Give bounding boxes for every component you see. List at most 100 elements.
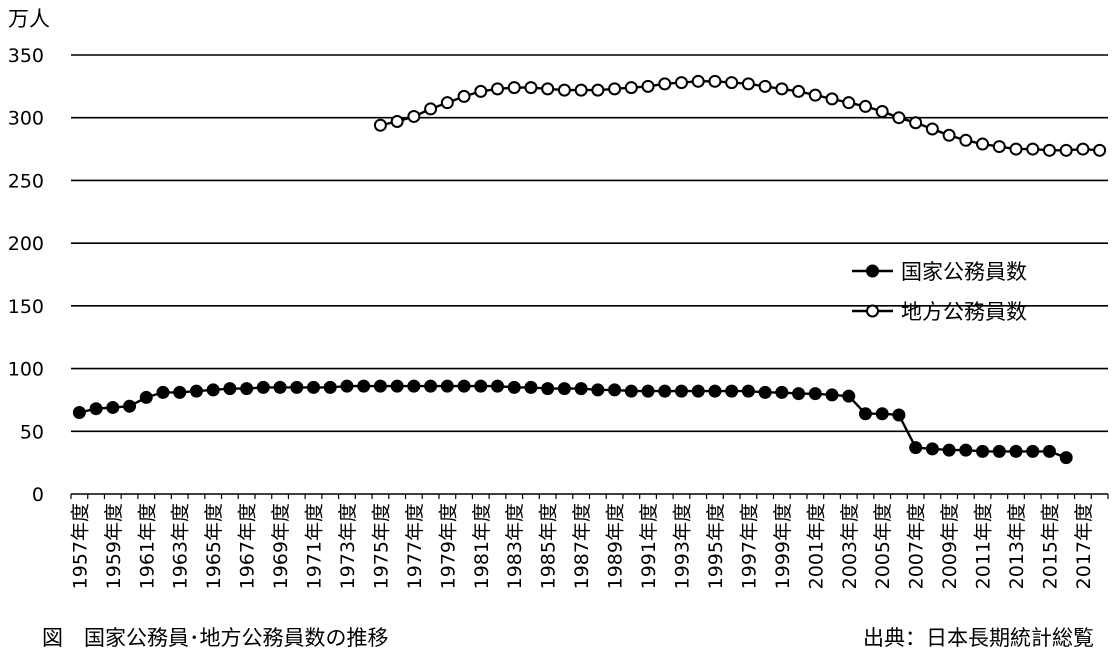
data-point bbox=[608, 383, 622, 397]
x-tick-label: 2001年度 bbox=[805, 503, 827, 589]
y-tick-label: 100 bbox=[8, 359, 44, 381]
x-tick-label: 1977年度 bbox=[404, 503, 426, 589]
data-point bbox=[741, 77, 755, 91]
legend-item: 地方公務員数 bbox=[852, 300, 1027, 324]
data-point bbox=[340, 379, 354, 393]
x-tick-label: 1973年度 bbox=[337, 503, 359, 589]
source-note: 出典：日本長期統計総覧 bbox=[863, 626, 1094, 650]
data-point bbox=[123, 399, 137, 413]
series bbox=[72, 74, 1107, 465]
data-point bbox=[491, 82, 505, 96]
data-point bbox=[942, 128, 956, 142]
y-axis-title: 万人 bbox=[8, 7, 50, 31]
x-tick-label: 1987年度 bbox=[571, 503, 593, 589]
x-tick-label: 1995年度 bbox=[705, 503, 727, 589]
data-point bbox=[440, 379, 454, 393]
data-point bbox=[240, 382, 254, 396]
data-point bbox=[1026, 142, 1040, 156]
x-tick-labels: 1957年度 1959年度 1961年度 1963年度 1965年度 1967年度 1969… bbox=[69, 503, 1095, 589]
data-point bbox=[858, 99, 872, 113]
legend-marker bbox=[866, 304, 879, 318]
data-point bbox=[89, 402, 103, 416]
data-point bbox=[273, 380, 287, 394]
legend-item: 国家公務員数 bbox=[852, 260, 1027, 284]
x-tick-label: 2011年度 bbox=[973, 503, 995, 589]
data-point bbox=[424, 379, 438, 393]
x-tick-label: 1993年度 bbox=[671, 503, 693, 589]
data-point bbox=[323, 380, 337, 394]
data-point bbox=[909, 116, 923, 130]
data-point bbox=[440, 96, 454, 110]
data-point bbox=[792, 387, 806, 401]
x-tick-label: 1971年度 bbox=[304, 503, 326, 589]
data-point bbox=[407, 109, 421, 123]
data-point bbox=[775, 82, 789, 96]
data-point bbox=[775, 385, 789, 399]
data-point bbox=[976, 137, 990, 151]
data-point bbox=[959, 443, 973, 457]
series-line bbox=[380, 80, 1100, 152]
data-point bbox=[691, 384, 705, 398]
data-point bbox=[407, 379, 421, 393]
data-point bbox=[925, 442, 939, 456]
data-point bbox=[574, 83, 588, 97]
x-tick-label: 1999年度 bbox=[772, 503, 794, 589]
x-tick-label: 2015年度 bbox=[1039, 503, 1061, 589]
data-point bbox=[507, 380, 521, 394]
y-tick-label: 350 bbox=[8, 45, 44, 67]
data-point bbox=[674, 384, 688, 398]
data-point bbox=[909, 441, 923, 455]
data-point bbox=[373, 379, 387, 393]
data-point bbox=[992, 140, 1006, 154]
x-tick-label: 1961年度 bbox=[136, 503, 158, 589]
data-point bbox=[741, 384, 755, 398]
legend-marker bbox=[866, 264, 879, 278]
x-tick-label: 1957年度 bbox=[69, 503, 91, 589]
x-tick-label: 1963年度 bbox=[170, 503, 192, 589]
data-point bbox=[574, 382, 588, 396]
x-tick-label: 1981年度 bbox=[471, 503, 493, 589]
data-point bbox=[390, 379, 404, 393]
data-point bbox=[557, 382, 571, 396]
data-point bbox=[139, 390, 153, 404]
data-point bbox=[173, 385, 187, 399]
x-tick-label: 2013年度 bbox=[1006, 503, 1028, 589]
data-point bbox=[725, 384, 739, 398]
x-tick-label: 2003年度 bbox=[839, 503, 861, 589]
data-point bbox=[825, 388, 839, 402]
data-point bbox=[290, 380, 304, 394]
data-point bbox=[658, 77, 672, 91]
data-point bbox=[641, 384, 655, 398]
data-point bbox=[223, 382, 237, 396]
data-point bbox=[1059, 451, 1073, 465]
x-tick-label: 2017年度 bbox=[1073, 503, 1095, 589]
data-point bbox=[541, 382, 555, 396]
data-point bbox=[307, 380, 321, 394]
data-point bbox=[373, 118, 387, 132]
data-point bbox=[1093, 143, 1107, 157]
data-point bbox=[524, 81, 538, 95]
x-tick-label: 1983年度 bbox=[504, 503, 526, 589]
data-point bbox=[959, 133, 973, 147]
data-point bbox=[1042, 444, 1056, 458]
data-point bbox=[256, 380, 270, 394]
data-point bbox=[156, 385, 170, 399]
data-point bbox=[758, 385, 772, 399]
x-tick-label: 1967年度 bbox=[237, 503, 259, 589]
data-point bbox=[892, 408, 906, 422]
data-point bbox=[206, 383, 220, 397]
data-point bbox=[474, 379, 488, 393]
data-point bbox=[624, 384, 638, 398]
gridlines bbox=[71, 54, 1108, 433]
data-point bbox=[474, 84, 488, 98]
data-point bbox=[658, 384, 672, 398]
data-point bbox=[976, 444, 990, 458]
data-point bbox=[825, 92, 839, 106]
legend-label: 地方公務員数 bbox=[901, 300, 1027, 324]
x-tick-label: 1989年度 bbox=[605, 503, 627, 589]
data-point bbox=[1059, 143, 1073, 157]
data-point bbox=[608, 82, 622, 96]
y-tick-labels: 0 50 100 150 200 250 300 350 bbox=[8, 45, 44, 506]
